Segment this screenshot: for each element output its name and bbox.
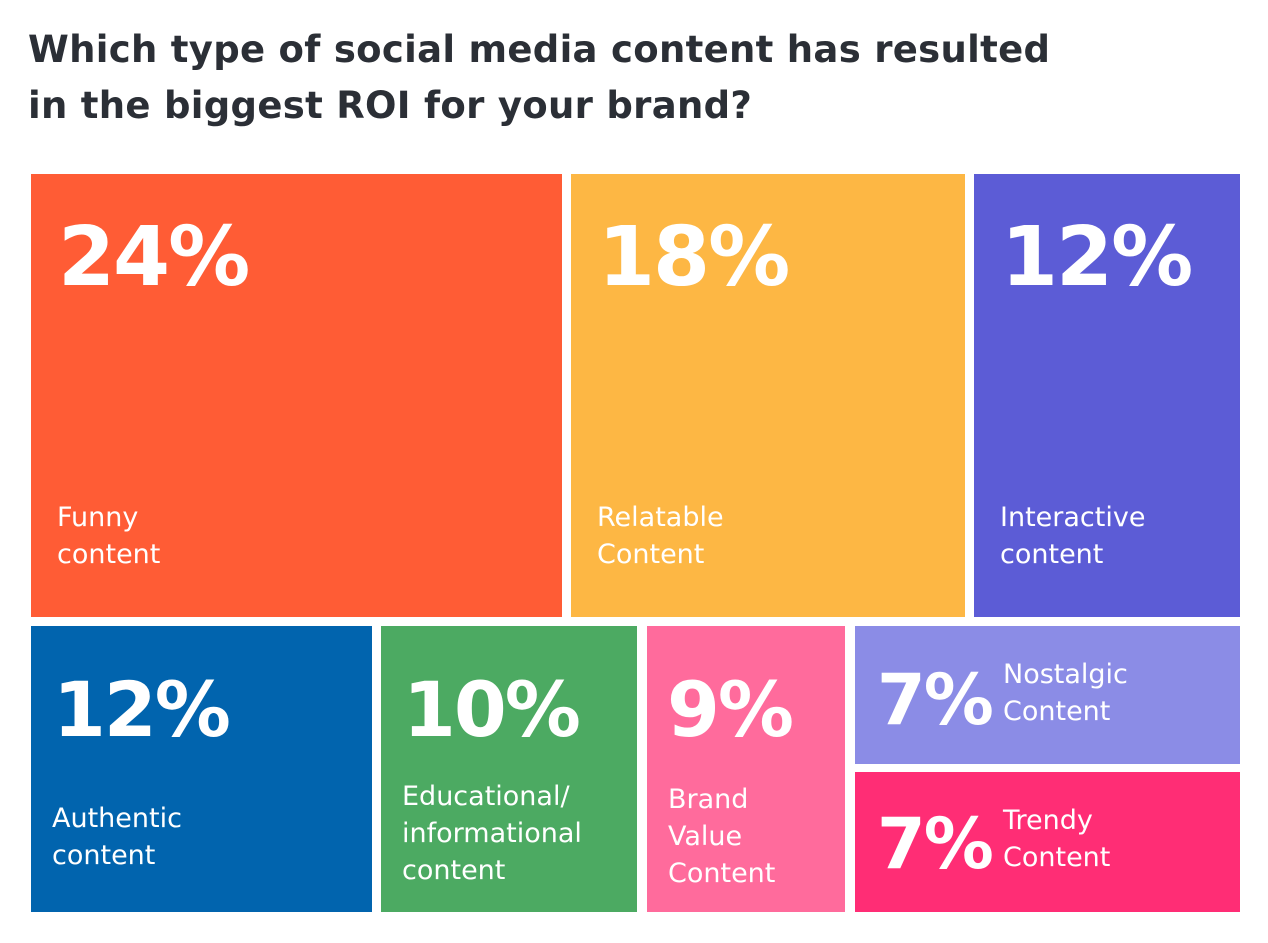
tile-nostalgic: 7% Nostalgic Content — [855, 626, 1240, 764]
tile-authentic-label-line: content — [52, 840, 156, 871]
tile-trendy-label-line: Trendy — [1003, 805, 1093, 836]
tile-authentic-label: Authentic content — [52, 800, 182, 874]
tile-brand-value-label-line: Brand — [668, 784, 749, 815]
tile-authentic-value: 12% — [53, 665, 231, 754]
tile-interactive-label-line: content — [1000, 539, 1104, 570]
tile-funny-label-line: Funny — [57, 502, 139, 533]
tile-interactive-label-line: Interactive — [1000, 502, 1146, 533]
tile-educational: 10% Educational/informational content — [381, 626, 637, 912]
tile-nostalgic-label-line: Content — [1003, 696, 1111, 727]
tile-brand-value-label-line: Value — [668, 821, 743, 852]
tile-interactive-value: 12% — [1001, 210, 1193, 305]
tile-brand-value-value: 9% — [667, 665, 794, 754]
tile-funny: 24% Funny content — [31, 174, 562, 617]
tile-educational-value: 10% — [403, 665, 581, 754]
tile-relatable-label-line: Relatable — [597, 502, 724, 533]
tile-authentic: 12% Authentic content — [31, 626, 372, 912]
tile-trendy-label-line: Content — [1003, 842, 1111, 873]
tile-interactive: 12% Interactive content — [974, 174, 1240, 617]
tile-authentic-label-line: Authentic — [52, 803, 182, 834]
chart-title-line-1: Which type of social media content has r… — [28, 28, 1051, 71]
tile-brand-value-label: Brand Value Content — [668, 781, 775, 892]
tile-brand-value: 9% Brand Value Content — [647, 626, 845, 912]
tile-educational-label-line: content — [402, 855, 506, 886]
tile-relatable-label-line: Content — [597, 539, 705, 570]
tile-trendy: 7% Trendy Content — [855, 772, 1240, 912]
tile-interactive-label: Interactive content — [1000, 499, 1145, 573]
tile-trendy-label: Trendy Content — [1003, 802, 1110, 876]
tile-funny-label: Funny content — [57, 499, 160, 573]
tile-educational-label-line: Educational/ — [402, 781, 570, 812]
tile-funny-value: 24% — [58, 210, 250, 305]
chart-title: Which type of social media content has r… — [28, 22, 1208, 134]
tile-nostalgic-label-line: Nostalgic — [1003, 659, 1128, 690]
tile-nostalgic-label: Nostalgic Content — [1003, 656, 1128, 730]
tile-relatable-label: Relatable Content — [597, 499, 724, 573]
chart-title-line-2: in the biggest ROI for your brand? — [28, 84, 753, 127]
tile-educational-label-line: informational — [402, 818, 582, 849]
tile-educational-label: Educational/informational content — [402, 778, 582, 889]
tile-brand-value-label-line: Content — [668, 858, 776, 889]
tile-nostalgic-value: 7% — [877, 659, 994, 741]
tile-relatable: 18% Relatable Content — [571, 174, 965, 617]
tile-relatable-value: 18% — [598, 210, 790, 305]
tile-funny-label-line: content — [57, 539, 161, 570]
tile-trendy-value: 7% — [877, 803, 994, 885]
